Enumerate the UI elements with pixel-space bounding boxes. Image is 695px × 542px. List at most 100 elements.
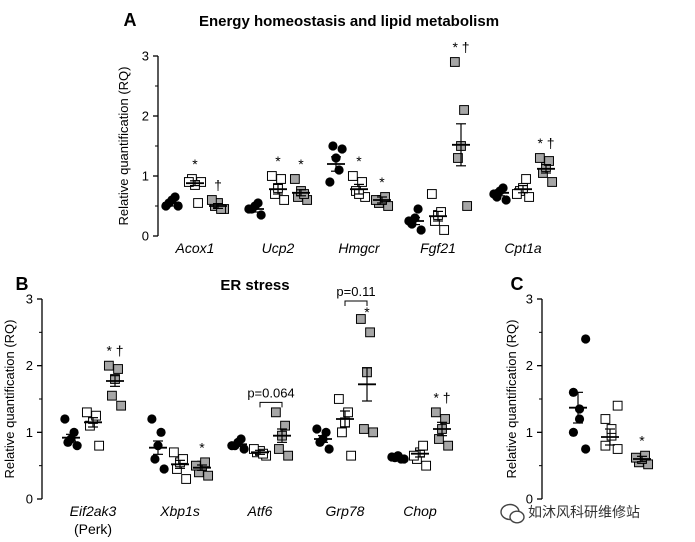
x-category-label: Chop	[403, 503, 437, 519]
data-point	[156, 427, 166, 437]
data-point	[365, 327, 375, 338]
data-point	[630, 452, 641, 463]
data-point	[328, 141, 338, 151]
watermark: 如沐风科研维修站	[500, 503, 640, 524]
data-point	[449, 57, 460, 67]
data-point	[325, 177, 335, 187]
significance-marker: *	[639, 433, 645, 449]
data-point	[581, 444, 591, 454]
data-point	[183, 177, 194, 187]
y-tick-label: 1	[526, 425, 533, 440]
data-point	[521, 174, 531, 184]
y-axis-label: Relative quantification (RQ)	[116, 67, 131, 226]
significance-marker: *	[356, 153, 362, 169]
data-point	[113, 364, 123, 374]
data-point	[216, 204, 226, 214]
data-point	[426, 189, 437, 199]
data-point	[511, 189, 522, 199]
data-point	[276, 174, 286, 184]
p-value-label: p=0.064	[247, 385, 294, 400]
data-point	[416, 225, 426, 235]
x-category-label: Acox1	[175, 240, 215, 256]
data-point	[312, 424, 322, 434]
data-point	[116, 400, 127, 411]
x-category-label: Grp78	[326, 503, 365, 519]
y-tick-label: 2	[26, 358, 33, 373]
data-point	[178, 454, 188, 464]
data-point	[408, 450, 419, 461]
significance-marker: *	[379, 174, 385, 190]
data-point	[574, 414, 585, 424]
data-point	[612, 444, 623, 454]
data-point	[321, 427, 331, 437]
data-point	[150, 454, 160, 464]
data-point	[600, 414, 611, 424]
data-point	[501, 195, 511, 205]
data-point	[270, 407, 281, 418]
y-tick-label: 2	[526, 358, 533, 373]
data-point	[368, 427, 379, 438]
panel-label-A: A	[124, 10, 137, 30]
data-point	[462, 201, 473, 211]
data-point	[413, 204, 423, 214]
chart-title: Energy homeostasis and lipid metabolism	[199, 13, 499, 30]
x-category-label: Hmgcr	[338, 240, 381, 256]
data-point	[248, 444, 259, 454]
p-value-label: p=0.11	[336, 284, 375, 299]
data-point	[190, 460, 201, 471]
data-point	[524, 192, 535, 202]
data-point	[181, 474, 192, 484]
data-point	[333, 394, 344, 404]
significance-bracket	[344, 300, 368, 306]
data-point	[81, 407, 92, 418]
data-point	[107, 390, 117, 401]
data-point	[324, 444, 334, 454]
significance-marker: * †	[537, 135, 554, 151]
x-category-label: Cpt1a	[504, 240, 542, 256]
data-point	[574, 404, 585, 414]
data-point	[489, 189, 499, 199]
data-point	[72, 441, 82, 451]
data-point	[355, 314, 366, 324]
significance-marker: *	[298, 156, 304, 172]
data-point	[159, 464, 169, 474]
data-point	[283, 450, 294, 461]
data-point	[206, 195, 217, 205]
significance-bracket	[259, 401, 283, 408]
x-category-sublabel: (Perk)	[74, 521, 112, 537]
chart-title: ER stress	[220, 277, 289, 294]
y-axis-label: Relative quantification (RQ)	[2, 320, 17, 479]
data-point	[274, 444, 284, 454]
y-tick-label: 0	[526, 492, 533, 507]
data-point	[459, 105, 469, 115]
data-point	[453, 153, 463, 163]
data-point	[581, 334, 591, 344]
data-point	[357, 177, 367, 187]
y-tick-label: 1	[26, 425, 33, 440]
data-point	[418, 440, 428, 451]
wechat-icon-bubble	[509, 510, 525, 524]
y-tick-label: 3	[526, 292, 533, 307]
significance-marker: *	[199, 439, 205, 455]
y-tick-label: 0	[26, 492, 33, 507]
significance-marker: *	[275, 153, 281, 169]
significance-marker: * †	[106, 343, 123, 359]
data-point	[534, 153, 545, 163]
x-category-label: Eif2ak3	[70, 503, 117, 519]
y-axis-label: Relative quantification (RQ)	[504, 320, 519, 479]
y-tick-label: 2	[142, 109, 149, 124]
panel-label-C: C	[511, 274, 524, 294]
x-category-label: Ucp2	[262, 240, 295, 256]
wechat-icon	[500, 503, 525, 524]
data-point	[94, 440, 105, 451]
y-tick-label: 1	[142, 169, 149, 184]
x-category-label: Fgf21	[420, 240, 456, 256]
y-tick-label: 0	[142, 229, 149, 244]
data-point	[347, 171, 358, 181]
x-category-label: Xbp1s	[159, 503, 200, 519]
data-point	[547, 177, 558, 187]
data-point	[334, 165, 344, 175]
data-point	[337, 144, 347, 154]
significance-marker: *	[192, 156, 198, 172]
data-point	[568, 427, 579, 437]
